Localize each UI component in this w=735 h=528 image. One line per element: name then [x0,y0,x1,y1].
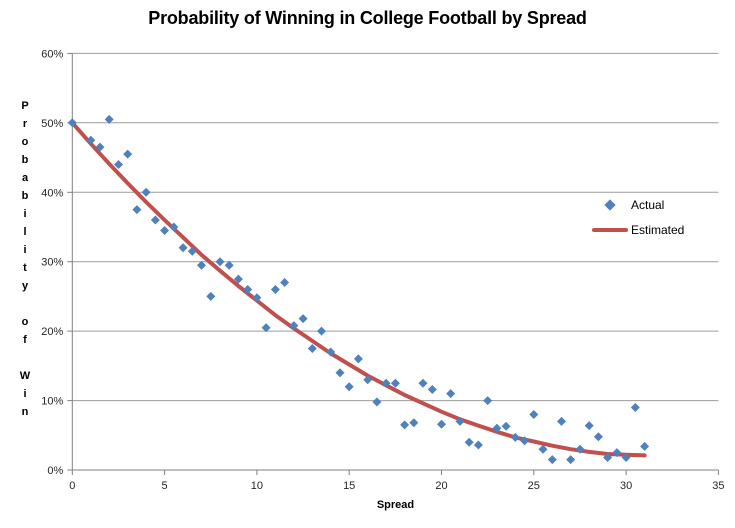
actual-data-point [529,410,539,419]
x-tick-label: 20 [435,480,447,492]
actual-data-point [501,421,511,431]
x-tick-label: 30 [620,480,632,492]
actual-data-point [612,448,622,458]
x-tick-label: 35 [712,480,724,492]
y-axis-title-text: Probability of Win [19,99,31,424]
actual-data-point [575,444,585,454]
actual-data-point [160,226,170,235]
y-tick-label: 10% [41,396,63,408]
legend-label-estimated: Estimated [631,223,685,237]
x-tick-label: 25 [528,480,540,492]
actual-data-point [400,420,410,430]
actual-data-point [270,285,280,294]
actual-data-point [492,423,502,433]
actual-data-point [114,160,123,169]
actual-data-point [510,432,520,442]
y-tick-label: 60% [41,48,63,60]
x-tick-label: 5 [162,480,168,492]
actual-data-point [104,114,114,124]
actual-data-point [326,347,336,357]
chart-title: Probability of Winning in College Footba… [148,8,587,28]
legend-diamond-icon [604,199,616,211]
actual-data-point [169,222,179,232]
actual-data-point [123,149,133,159]
actual-data-point [233,274,243,284]
actual-data-point [418,378,428,388]
actual-data-point [464,437,474,447]
actual-data-point [593,432,603,442]
y-tick-label: 20% [41,326,63,338]
x-tick-label: 10 [251,480,263,492]
legend: Actual Estimated [592,198,684,237]
actual-data-point [335,368,345,378]
actual-data-point [206,291,216,301]
actual-data-point [630,403,640,412]
legend-label-actual: Actual [631,198,665,212]
actual-data-point [178,243,188,253]
actual-data-point [427,385,437,394]
actual-data-point [150,215,160,225]
actual-data-point [557,416,566,426]
actual-data-point [197,260,206,270]
estimated-trend-line [70,120,647,458]
actual-data-point [409,418,419,428]
actual-data-point [483,396,493,406]
actual-data-point [455,416,465,426]
actual-data-point [67,118,77,128]
actual-data-point [640,441,650,451]
actual-data-point [381,378,391,388]
legend-marker-cell [592,199,628,211]
actual-data-point [446,389,456,399]
actual-data-point [520,436,530,446]
actual-data-point [224,260,234,270]
actual-data-point [547,455,557,465]
x-tick-label: 15 [343,480,355,492]
actual-data-point [437,419,446,429]
actual-data-point [363,375,373,385]
legend-item-actual: Actual [592,198,684,212]
actual-data-point [95,142,105,152]
actual-data-point [252,293,262,303]
actual-data-point [603,453,613,462]
actual-data-point [261,323,271,333]
actual-data-point [344,382,354,392]
actual-data-point [86,135,96,145]
actual-data-point [132,205,142,215]
legend-marker-cell [592,228,628,232]
actual-data-point [307,344,317,353]
actual-data-point [584,421,594,431]
actual-data-point [215,257,225,267]
actual-data-point [473,440,483,450]
y-tick-label: 0% [47,465,63,477]
actual-data-point [566,455,576,465]
actual-data-point [298,314,308,324]
legend-item-estimated: Estimated [592,223,684,237]
actual-data-point [243,285,253,294]
actual-data-point [289,321,299,331]
actual-data-point [538,444,548,454]
actual-data-point [280,278,290,287]
actual-data-point [372,397,382,407]
y-tick-label: 50% [41,118,63,130]
actual-data-point [317,326,326,336]
actual-data-point [390,378,400,388]
x-axis-title: Spread [376,499,415,511]
actual-data-point [621,453,631,462]
actual-data-point [141,187,151,197]
actual-data-point [353,354,363,364]
x-tick-label: 0 [69,480,75,492]
y-tick-label: 40% [41,187,63,199]
actual-data-point [187,246,197,256]
y-tick-label: 30% [41,257,63,269]
y-axis-title: Probability of Win [14,53,36,470]
legend-line-icon [592,228,628,232]
